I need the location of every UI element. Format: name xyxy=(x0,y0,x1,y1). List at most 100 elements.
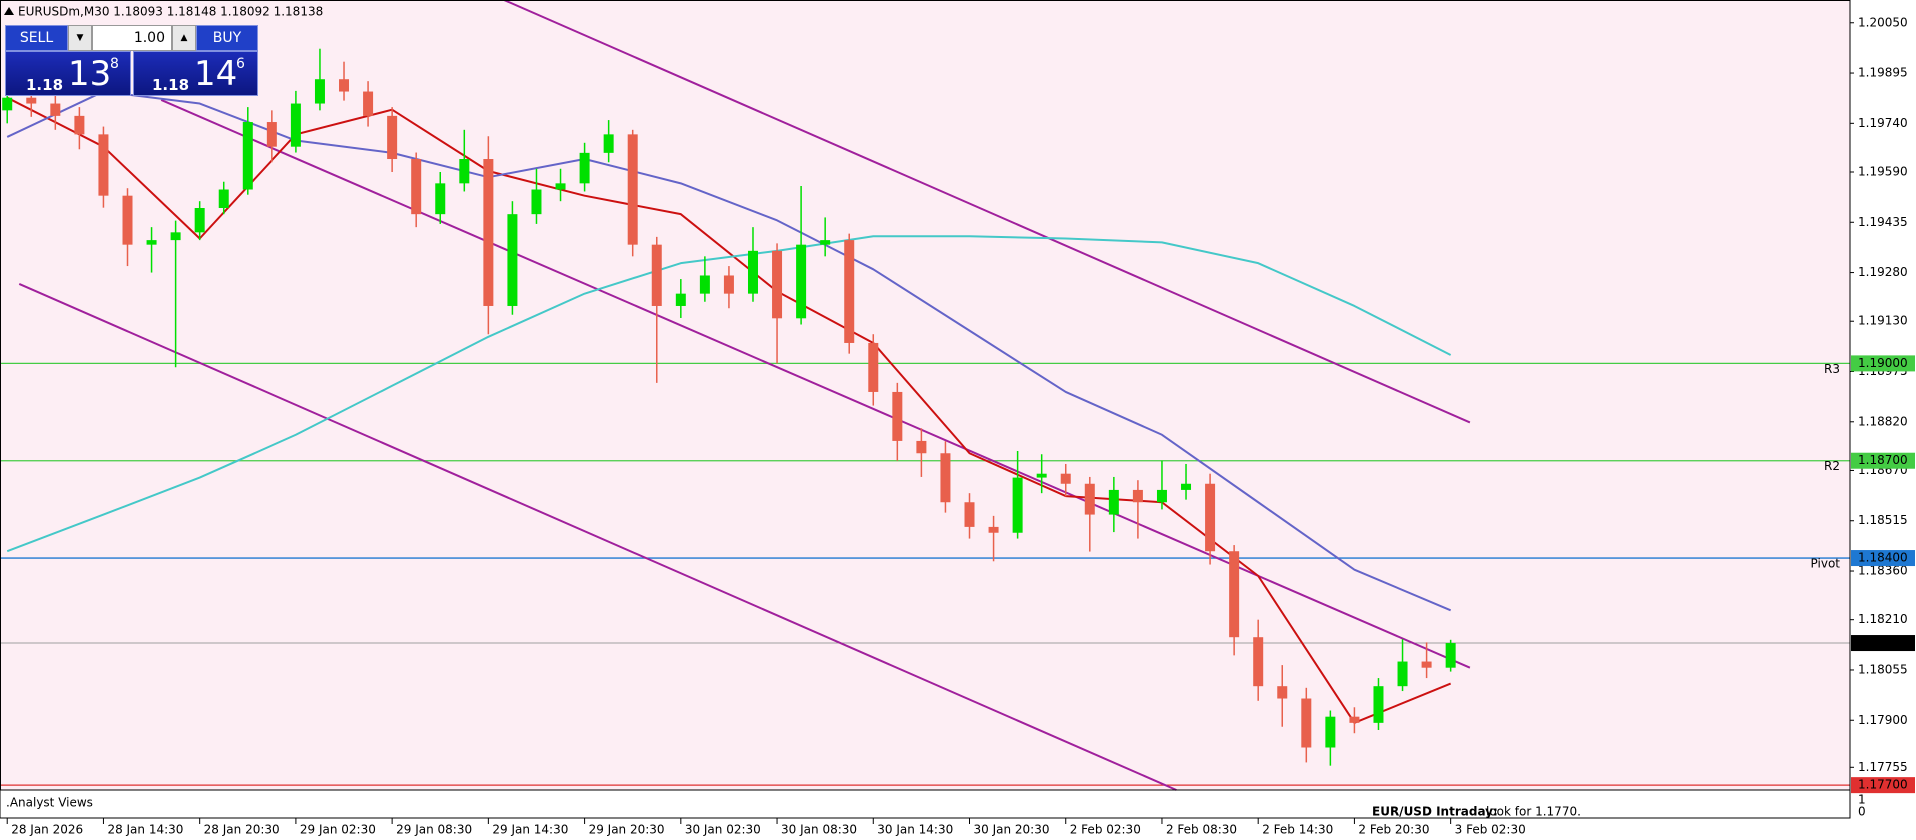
ask-big: 1.18 xyxy=(152,76,190,94)
plot-frame xyxy=(0,0,1851,791)
candle-body xyxy=(1205,483,1216,552)
chart-title: EURUSDm,M30 1.18093 1.18148 1.18092 1.18… xyxy=(18,5,323,19)
x-tick-label: 29 Jan 20:30 xyxy=(589,823,665,837)
x-tick-label: 28 Jan 2026 xyxy=(11,823,83,837)
candle-body xyxy=(1349,716,1360,723)
channel-line xyxy=(18,282,1177,791)
candle-body xyxy=(1012,477,1023,533)
candle-body xyxy=(1421,661,1432,668)
candle-body xyxy=(1325,716,1336,748)
candle-body xyxy=(1277,686,1288,699)
lot-up[interactable]: ▲ xyxy=(172,25,196,51)
x-tick-label: 2 Feb 14:30 xyxy=(1262,823,1333,837)
candle-body xyxy=(435,183,446,215)
level-name: Pivot xyxy=(1811,557,1841,571)
candle-body xyxy=(122,195,133,245)
analyst-text: look for 1.1770. xyxy=(1486,805,1581,819)
level-name: R2 xyxy=(1824,459,1840,473)
level-box-label: 1.19000 xyxy=(1858,356,1908,370)
x-tick-label: 28 Jan 14:30 xyxy=(107,823,183,837)
y-tick-label: 1.17755 xyxy=(1858,760,1908,774)
lot-down[interactable]: ▼ xyxy=(68,25,92,51)
candle-body xyxy=(26,97,37,104)
candle-body xyxy=(579,152,590,184)
channel-line xyxy=(160,99,1471,669)
buy-button[interactable]: BUY xyxy=(196,25,258,51)
candle-body xyxy=(194,208,205,233)
candle-body xyxy=(820,240,831,245)
sell-button[interactable]: SELL xyxy=(5,25,68,51)
candle-body xyxy=(98,134,109,196)
candle-body xyxy=(507,214,518,306)
y-tick-label: 1.19435 xyxy=(1858,215,1908,229)
candle-body xyxy=(988,526,999,533)
candle-body xyxy=(1445,643,1456,668)
candle-body xyxy=(675,293,686,306)
lot-input[interactable]: 1.00 xyxy=(92,25,172,51)
candle-body xyxy=(1156,489,1167,503)
level-box xyxy=(1851,777,1915,794)
candle-body xyxy=(747,250,758,294)
candle-body xyxy=(1084,483,1095,515)
bid-main: 13 xyxy=(68,54,112,94)
candle-body xyxy=(290,103,301,147)
x-tick-label: 29 Jan 08:30 xyxy=(396,823,472,837)
candle-body xyxy=(483,159,494,306)
x-tick-label: 2 Feb 08:30 xyxy=(1166,823,1237,837)
candle-body xyxy=(723,275,734,294)
bid-box[interactable]: 1.18 13 8 xyxy=(5,51,131,96)
candle-body xyxy=(844,240,855,343)
level-box-label: 1.18700 xyxy=(1858,453,1908,467)
x-tick-label: 2 Feb 20:30 xyxy=(1358,823,1429,837)
candle-body xyxy=(170,232,181,241)
x-tick-label: 30 Jan 02:30 xyxy=(685,823,761,837)
moving-average xyxy=(6,235,1452,553)
level-box xyxy=(1851,355,1915,372)
x-tick-label: 30 Jan 20:30 xyxy=(974,823,1050,837)
candle-body xyxy=(1373,686,1384,723)
candle-body xyxy=(1301,698,1312,748)
x-tick-label: 29 Jan 02:30 xyxy=(300,823,376,837)
y-tick-label: 1.18210 xyxy=(1858,612,1908,626)
x-tick-label: 30 Jan 08:30 xyxy=(781,823,857,837)
ask-box[interactable]: 1.18 14 6 xyxy=(133,51,258,96)
y-tick-label: 1.17900 xyxy=(1858,713,1908,727)
candle-body xyxy=(1036,473,1047,478)
candle-body xyxy=(1060,473,1071,484)
x-tick-label: 2 Feb 02:30 xyxy=(1070,823,1141,837)
candle-body xyxy=(363,91,374,116)
current-price-label: 1.18138 xyxy=(1858,636,1908,650)
channel-line xyxy=(502,0,1471,424)
y-tick-label: 1.19280 xyxy=(1858,265,1908,279)
level-name: R3 xyxy=(1824,362,1840,376)
y-tick-label: 1.19740 xyxy=(1858,116,1908,130)
candle-body xyxy=(411,159,422,215)
candle-body xyxy=(146,240,157,245)
ask-sup: 6 xyxy=(236,56,245,72)
candle-body xyxy=(772,250,783,319)
candle-body xyxy=(1253,637,1264,687)
candle-body xyxy=(2,97,13,111)
candle-body xyxy=(387,115,398,160)
candle-body xyxy=(796,244,807,319)
analyst-title: .Analyst Views xyxy=(6,796,93,810)
y-tick-label: 1.20050 xyxy=(1858,15,1908,29)
candle-body xyxy=(603,134,614,153)
candle-body xyxy=(868,342,879,392)
y-tick-label: 1.19895 xyxy=(1858,66,1908,80)
candle-body xyxy=(699,275,710,294)
candle-body xyxy=(339,79,350,92)
candle-body xyxy=(242,122,253,190)
candle-body xyxy=(50,103,61,116)
candle-body xyxy=(1108,489,1119,515)
x-tick-label: 30 Jan 14:30 xyxy=(877,823,953,837)
level-box-label: 1.18400 xyxy=(1858,551,1908,565)
level-box-label: 1.17700 xyxy=(1858,778,1908,792)
level-box xyxy=(1851,452,1915,469)
analyst-panel xyxy=(0,789,1851,819)
y-tick-label: 1.18820 xyxy=(1858,414,1908,428)
current-price-box xyxy=(1851,635,1915,652)
y-tick-label: 1.19590 xyxy=(1858,164,1908,178)
